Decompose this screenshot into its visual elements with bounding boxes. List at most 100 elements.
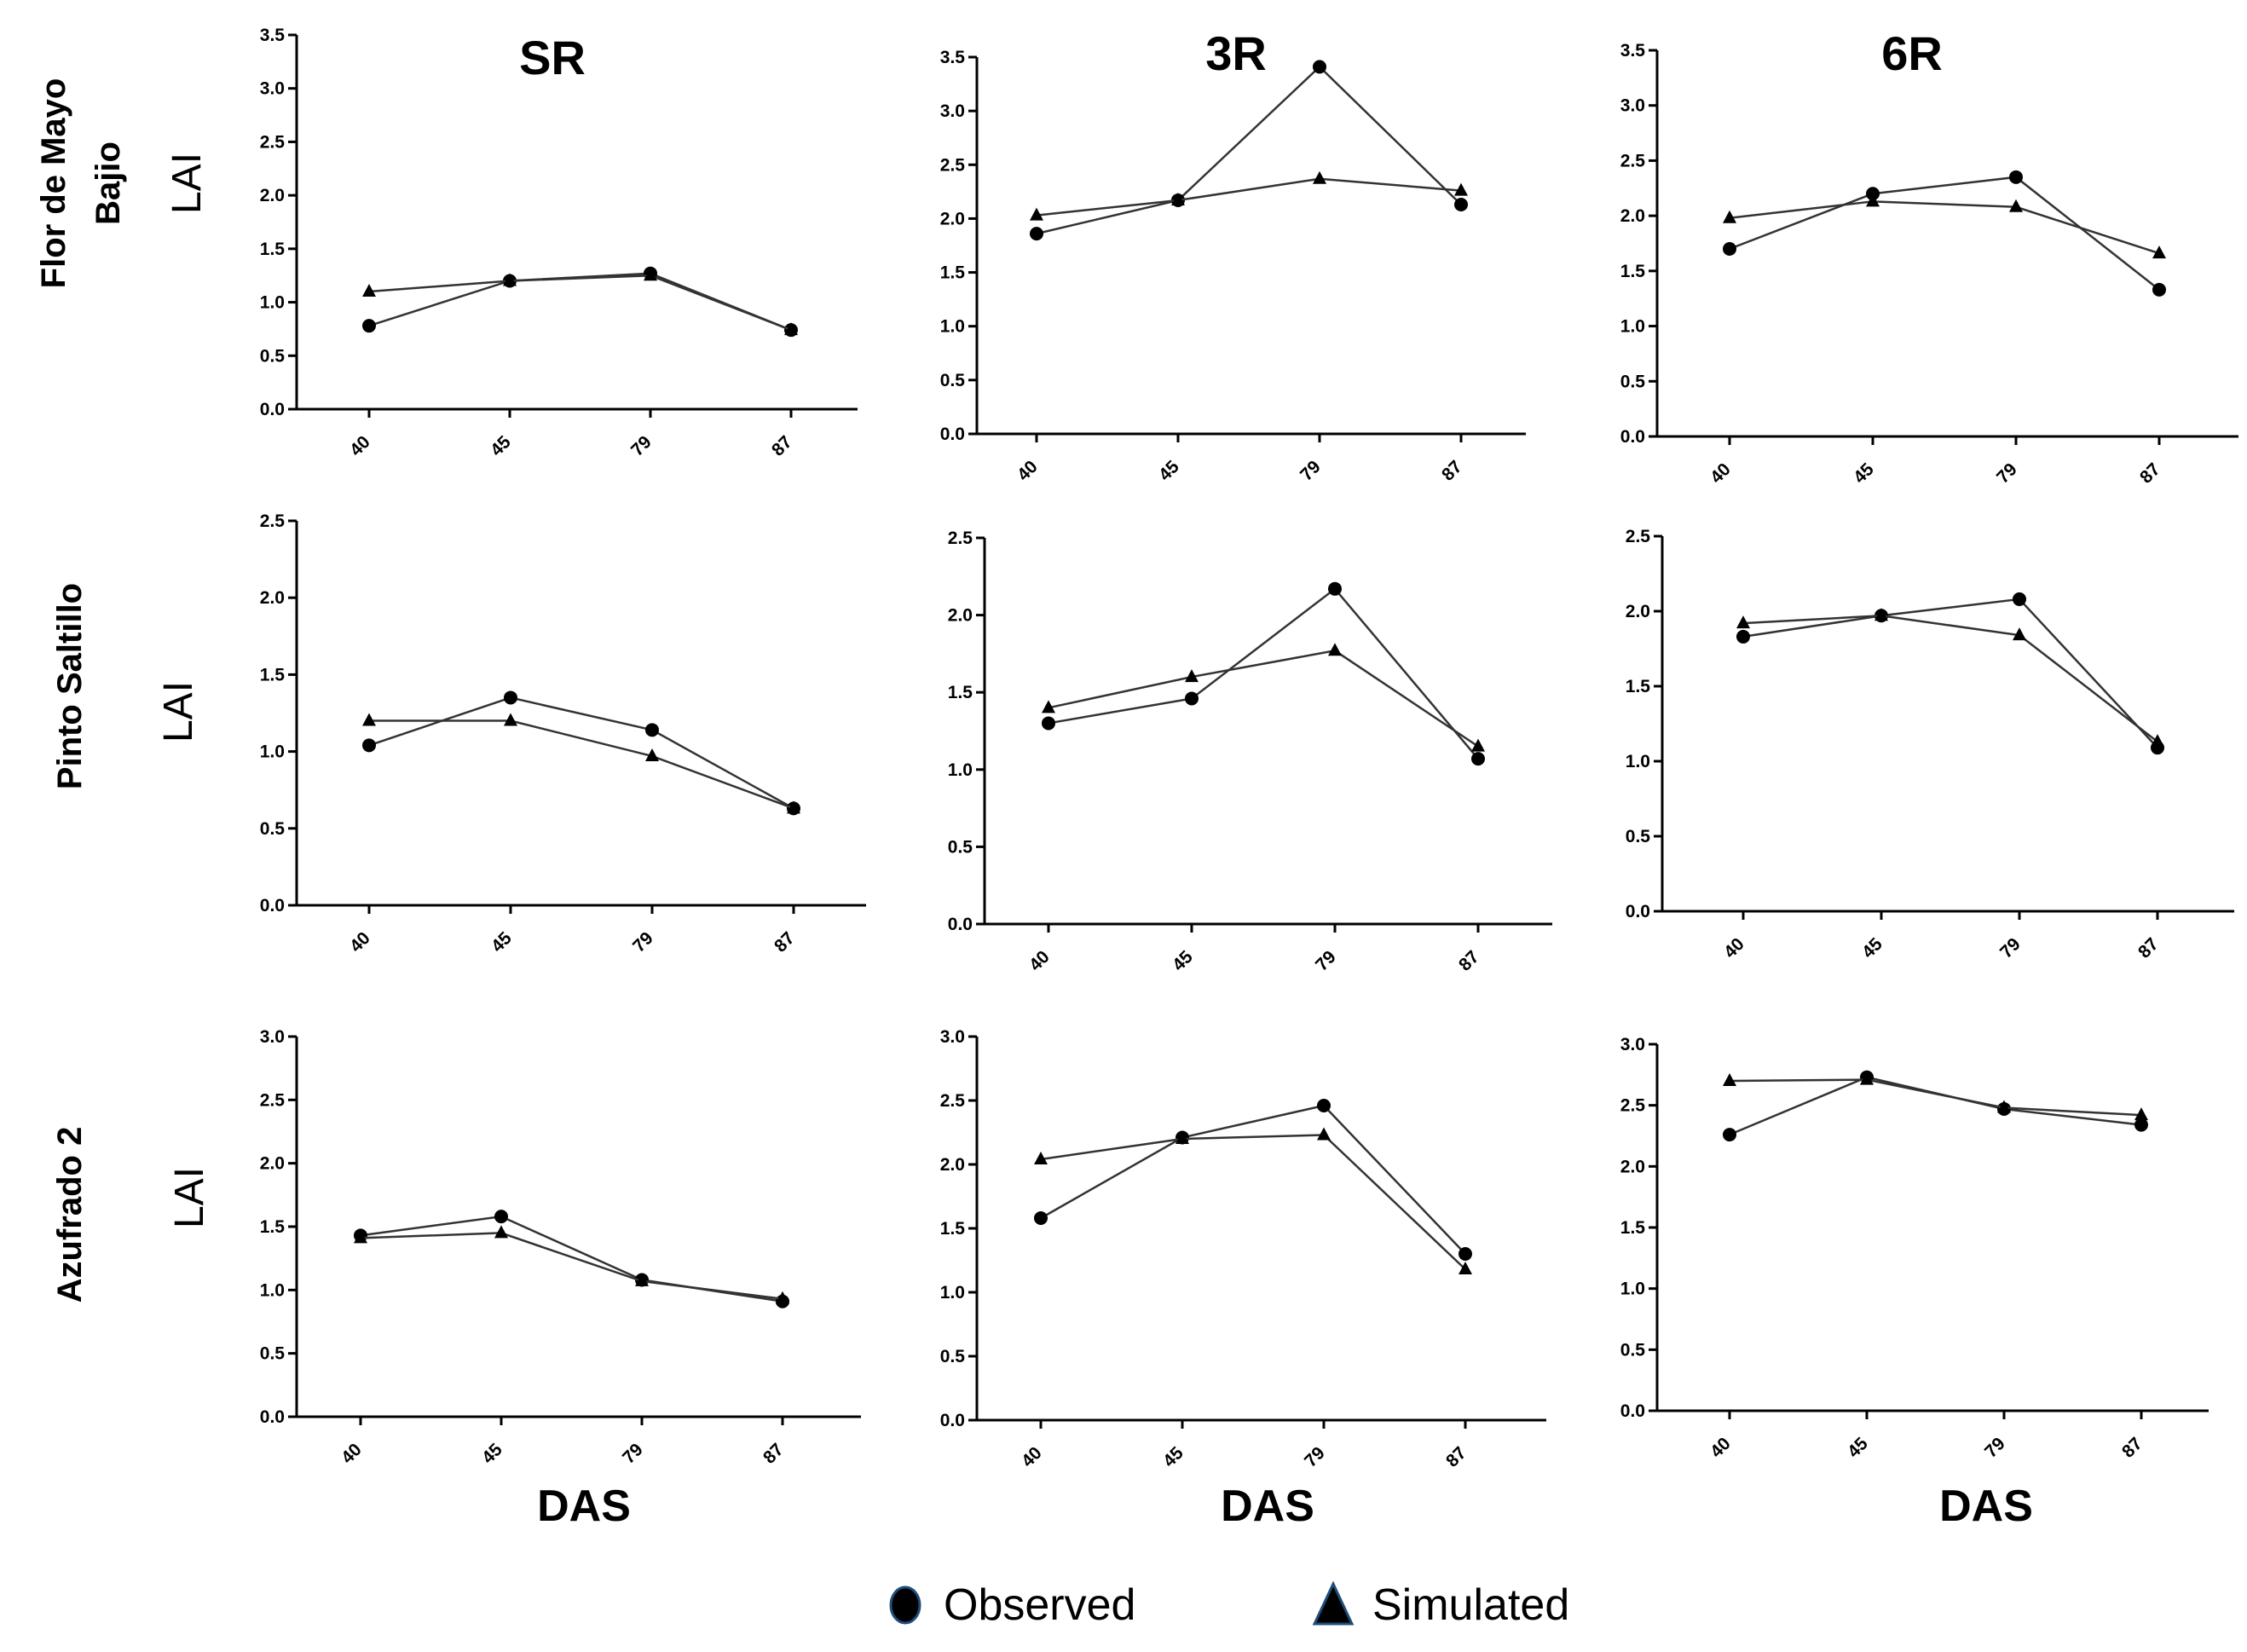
y-tick-label-r1c3: 3.0 — [1620, 96, 1645, 116]
point-observed-r2c1 — [645, 723, 659, 737]
point-simulated-r3c2 — [1175, 1131, 1189, 1144]
point-observed-r2c1 — [504, 690, 517, 705]
x-axis-label-3r: DAS — [1221, 1482, 1314, 1531]
row-label-flor-de-mayo: Flor de Mayo — [35, 78, 72, 289]
panel-r1c3: 0.0 0.5 1.0 1.5 2.0 2.5 3.0 3.5 40 45 79 87 — [1620, 41, 2238, 488]
y-tick-label-r1c2: 0.5 — [940, 371, 966, 390]
point-observed-r2c3 — [2013, 592, 2026, 606]
y-tick-label-r2c3: 2.5 — [1626, 527, 1651, 546]
legend-observed-marker — [889, 1586, 921, 1625]
point-observed-r1c2 — [1030, 227, 1043, 241]
y-tick-label-r3c1: 1.5 — [260, 1217, 286, 1237]
series-line-observed-r1c1 — [368, 272, 792, 332]
panel-r2c2: 0.0 0.5 1.0 1.5 2.0 2.5 40 45 79 87 — [948, 529, 1552, 975]
y-tick-label-r3c2: 1.5 — [940, 1219, 966, 1239]
point-observed-r2c1 — [362, 738, 376, 753]
y-tick-label-r3c1: 2.0 — [260, 1154, 285, 1174]
x-tick-label-r3c2: 40 — [1018, 1443, 1046, 1471]
point-observed-r3c1 — [494, 1210, 508, 1224]
point-simulated-r3c1 — [354, 1230, 367, 1244]
y-tick-label-r2c2: 1.0 — [948, 760, 973, 780]
x-tick-label-r1c3: 79 — [1993, 459, 2021, 488]
y-tick-label-r3c3: 2.5 — [1620, 1096, 1646, 1116]
x-tick-label-r3c1: 40 — [338, 1440, 366, 1468]
legend-simulated-label: Simulated — [1372, 1580, 1569, 1630]
point-observed-r3c3 — [1723, 1128, 1736, 1142]
point-simulated-r1c1 — [503, 273, 517, 286]
x-tick-label-r1c1: 45 — [487, 432, 515, 460]
y-tick-label-r1c3: 0.0 — [1620, 427, 1645, 447]
y-tick-label-r2c3: 0.5 — [1626, 827, 1651, 846]
x-tick-label-r3c3: 79 — [1981, 1434, 2009, 1462]
y-tick-label-r1c3: 2.0 — [1620, 206, 1645, 226]
point-observed-r1c3 — [2009, 170, 2023, 184]
y-tick-label-r1c1: 0.5 — [260, 346, 286, 366]
y-axis-label-row-3: LAI — [167, 1167, 212, 1228]
y-tick-label-r2c3: 0.0 — [1626, 902, 1650, 921]
point-simulated-r1c3 — [1723, 210, 1736, 223]
x-tick-label-r3c3: 87 — [2118, 1434, 2146, 1462]
y-tick-label-r2c1: 0.5 — [260, 819, 286, 839]
y-tick-label-r1c3: 0.5 — [1620, 372, 1646, 391]
panel-r3c3: 0.0 0.5 1.0 1.5 2.0 2.5 3.0 40 45 79 87 — [1620, 1035, 2209, 1462]
panel-r2c3: 0.0 0.5 1.0 1.5 2.0 2.5 40 45 79 87 — [1626, 527, 2234, 962]
series-line-observed-r2c1 — [368, 696, 794, 810]
point-simulated-r3c1 — [776, 1291, 789, 1304]
panel-r3c1: 0.0 0.5 1.0 1.5 2.0 2.5 3.0 40 45 79 87 — [260, 1027, 861, 1468]
point-simulated-r3c3 — [2134, 1107, 2148, 1121]
x-tick-label-r2c3: 87 — [2134, 934, 2163, 962]
series-line-simulated-r1c1 — [368, 274, 792, 332]
y-axis-label-row-2: LAI — [156, 681, 201, 742]
series-line-simulated-r2c2 — [1048, 649, 1479, 748]
series-line-simulated-r2c3 — [1742, 615, 2158, 743]
series-line-observed-r3c3 — [1729, 1076, 2142, 1136]
y-tick-label-r1c3: 3.5 — [1620, 41, 1646, 61]
x-tick-label-r2c1: 79 — [629, 928, 657, 956]
point-observed-r2c3 — [1736, 629, 1750, 644]
y-tick-label-r2c3: 1.5 — [1626, 677, 1651, 696]
y-tick-label-r3c3: 3.0 — [1620, 1035, 1645, 1054]
x-axis-label-sr: DAS — [537, 1482, 631, 1531]
y-tick-label-r3c1: 0.5 — [260, 1344, 286, 1364]
series-line-observed-r2c3 — [1742, 598, 2158, 749]
point-simulated-r1c2 — [1171, 192, 1185, 205]
row-label-bajio: Bajio — [90, 142, 127, 225]
row-label-pinto-saltillo: Pinto Saltillo — [51, 583, 89, 789]
point-observed-r3c2 — [1459, 1247, 1472, 1261]
x-tick-label-r2c2: 79 — [1312, 947, 1340, 975]
point-simulated-r3c2 — [1317, 1127, 1331, 1141]
x-tick-label-r3c3: 45 — [1844, 1434, 1872, 1462]
y-tick-label-r2c3: 2.0 — [1626, 602, 1650, 621]
y-tick-label-r2c1: 1.0 — [260, 742, 285, 762]
point-simulated-r2c1 — [504, 713, 517, 726]
point-simulated-r3c3 — [1997, 1100, 2011, 1113]
row-label-azufrado-2: Azufrado 2 — [51, 1127, 89, 1303]
column-title-6r: 6R — [1881, 26, 1943, 80]
y-tick-label-r1c3: 2.5 — [1620, 151, 1646, 170]
y-tick-label-r1c2: 2.0 — [940, 209, 965, 228]
x-tick-label-r2c1: 87 — [771, 928, 799, 956]
y-tick-label-r3c1: 0.0 — [260, 1407, 285, 1427]
point-simulated-r2c2 — [1185, 669, 1199, 683]
x-tick-label-r2c3: 79 — [1996, 934, 2025, 962]
y-tick-label-r3c2: 0.0 — [940, 1411, 965, 1430]
y-tick-label-r3c2: 2.0 — [940, 1155, 965, 1175]
point-observed-r2c2 — [1185, 691, 1199, 706]
x-tick-label-r3c3: 40 — [1707, 1434, 1735, 1462]
x-tick-label-r2c3: 45 — [1858, 934, 1886, 962]
x-tick-label-r1c2: 87 — [1438, 457, 1466, 485]
y-tick-label-r3c3: 1.5 — [1620, 1218, 1646, 1238]
y-tick-label-r3c1: 1.0 — [260, 1280, 285, 1300]
x-tick-label-r2c1: 45 — [488, 928, 516, 956]
x-tick-label-r1c1: 87 — [768, 432, 796, 460]
point-simulated-r1c1 — [362, 284, 376, 297]
series-line-observed-r1c3 — [1729, 176, 2160, 291]
panel-r1c1: 0.0 0.5 1.0 1.5 2.0 2.5 3.0 3.5 40 45 79 87 — [260, 26, 858, 460]
y-tick-label-r3c2: 0.5 — [940, 1347, 966, 1366]
point-simulated-r2c1 — [787, 800, 800, 814]
y-tick-label-r1c1: 0.0 — [260, 400, 285, 419]
point-observed-r1c2 — [1454, 198, 1468, 212]
y-tick-label-r3c2: 1.0 — [940, 1283, 965, 1303]
point-simulated-r2c2 — [1042, 700, 1055, 713]
series-line-simulated-r3c2 — [1040, 1134, 1466, 1270]
